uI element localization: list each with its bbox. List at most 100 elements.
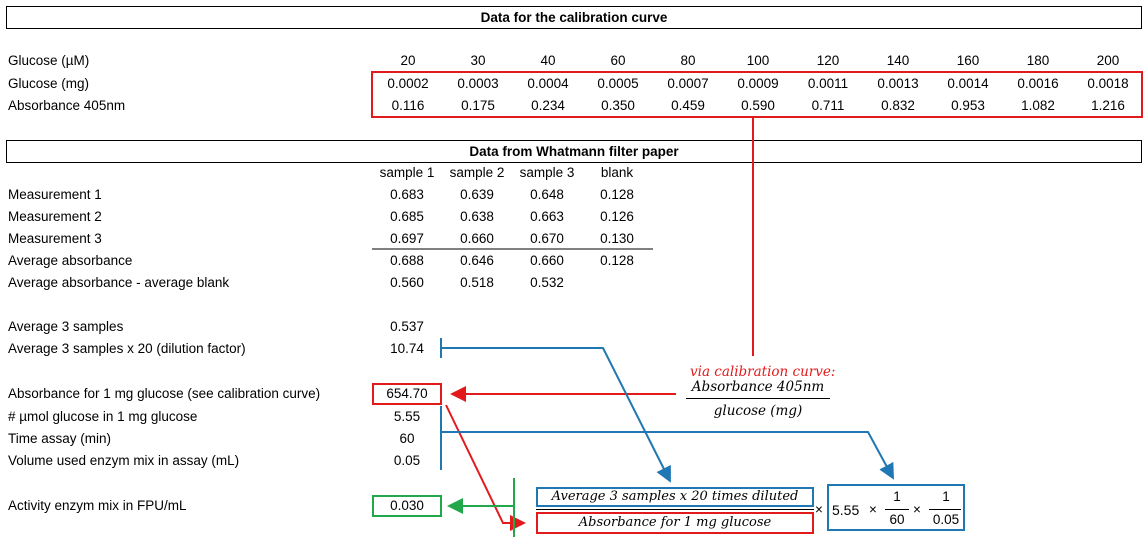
table-cell: 0.660 [530, 253, 564, 268]
absorbance-value: 1.216 [1091, 98, 1125, 113]
absorbance-value: 0.350 [601, 98, 635, 113]
time-label: Time assay (min) [8, 431, 112, 446]
glucose-mg-value: 0.0009 [737, 76, 779, 91]
calibration-note-via: via calibration curve: [690, 364, 836, 380]
times-sign: × [815, 502, 823, 517]
glucose-um-value: 20 [400, 53, 416, 68]
table-cell: 0.685 [390, 209, 424, 224]
table-cell: 0.128 [600, 187, 634, 202]
table-cell: 0.648 [530, 187, 564, 202]
calibration-note-numerator: Absorbance 405nm [691, 379, 825, 395]
table-cell: 0.638 [460, 209, 494, 224]
table-cell: 0.663 [530, 209, 564, 224]
glucose-mg-value: 0.0013 [877, 76, 919, 91]
column-header-sample-3: sample 3 [519, 165, 575, 180]
glucose-mg-value: 0.0007 [667, 76, 709, 91]
table-cell: 0.683 [390, 187, 424, 202]
glucose-um-value: 40 [540, 53, 556, 68]
row-label: Average absorbance [8, 253, 133, 268]
umol-label: # µmol glucose in 1 mg glucose [8, 409, 198, 424]
glucose-um-value: 140 [886, 53, 910, 68]
glucose-um-value: 60 [610, 53, 626, 68]
row-label: Measurement 2 [8, 209, 102, 224]
glucose-mg-value: 0.0002 [387, 76, 429, 91]
table-cell: 0.130 [600, 231, 634, 246]
formula-numerator: Average 3 samples x 20 times diluted [536, 487, 814, 507]
calibration-highlight-box [371, 71, 1143, 118]
absorbance-value: 0.711 [811, 98, 845, 113]
absorbance-value: 0.116 [391, 98, 425, 113]
glucose-um-value: 80 [680, 53, 696, 68]
factor-value: 5.55 [832, 502, 860, 518]
glucose-mg-value: 0.0016 [1017, 76, 1059, 91]
activity-value: 0.030 [372, 495, 442, 517]
table-cell: 0.532 [530, 275, 564, 290]
column-header-blank: blank [600, 165, 634, 180]
glucose-um-value: 180 [1026, 53, 1050, 68]
column-header-sample-2: sample 2 [449, 165, 505, 180]
glucose-um-value: 160 [956, 53, 980, 68]
frac1-bar [885, 509, 909, 510]
factor-box [827, 484, 965, 531]
table-cell: 0.518 [460, 275, 494, 290]
table-cell: 0.660 [460, 231, 494, 246]
frac2-denominator: 0.05 [932, 512, 960, 527]
avg3x20-label: Average 3 samples x 20 (dilution factor) [8, 341, 246, 356]
calibration-note-fraction-bar [686, 398, 830, 399]
glucose-um-value: 30 [470, 53, 486, 68]
row-label: Measurement 3 [8, 231, 102, 246]
absorbance-value: 1.082 [1021, 98, 1055, 113]
table-cell: 0.646 [460, 253, 494, 268]
abs1mg-value: 654.70 [372, 383, 442, 405]
table-cell: 0.128 [600, 253, 634, 268]
volume-value: 0.05 [393, 453, 421, 468]
formula-fraction-bar [536, 509, 814, 510]
avg3x20-value: 10.74 [390, 341, 424, 356]
absorbance-value: 0.175 [461, 98, 495, 113]
absorbance-to-formula-arrow [445, 404, 526, 531]
whatmann-title: Data from Whatmann filter paper [6, 140, 1142, 163]
row-label: Average absorbance - average blank [8, 275, 230, 290]
glucose-mg-value: 0.0011 [807, 76, 849, 91]
calibration-title: Data for the calibration curve [6, 6, 1142, 29]
times-sign: × [913, 502, 921, 517]
frac2-numerator: 1 [942, 489, 950, 504]
glucose-mg-label: Glucose (mg) [8, 76, 90, 91]
avg3-value: 0.537 [390, 319, 424, 334]
avg-to-formula-arrow [441, 347, 671, 483]
glucose-um-value: 200 [1096, 53, 1120, 68]
absorbance-value: 0.832 [881, 98, 915, 113]
calibration-note-denominator: glucose (mg) [713, 403, 803, 419]
params-to-formula-arrow [441, 431, 894, 480]
glucose-mg-value: 0.0003 [457, 76, 499, 91]
time-value: 60 [399, 431, 415, 446]
table-cell: 0.688 [390, 253, 424, 268]
table-cell: 0.560 [390, 275, 424, 290]
umol-value: 5.55 [393, 409, 421, 424]
glucose-mg-value: 0.0014 [947, 76, 989, 91]
frac2-bar [929, 509, 961, 510]
table-cell: 0.639 [460, 187, 494, 202]
row-label: Measurement 1 [8, 187, 102, 202]
glucose-um-label: Glucose (µM) [8, 53, 90, 68]
glucose-um-value: 100 [746, 53, 770, 68]
absorbance-value: 0.953 [951, 98, 985, 113]
column-header-sample-1: sample 1 [379, 165, 435, 180]
abs1mg-label: Absorbance for 1 mg glucose (see calibra… [8, 386, 321, 401]
glucose-mg-value: 0.0005 [597, 76, 639, 91]
frac1-numerator: 1 [893, 489, 901, 504]
times-sign: × [869, 502, 877, 517]
avg3-label: Average 3 samples [8, 319, 124, 334]
frac1-denominator: 60 [889, 512, 905, 527]
glucose-mg-value: 0.0018 [1087, 76, 1129, 91]
formula-denominator: Absorbance for 1 mg glucose [536, 512, 814, 534]
absorbance-value: 0.459 [671, 98, 705, 113]
table-cell: 0.670 [530, 231, 564, 246]
table-cell: 0.126 [600, 209, 634, 224]
glucose-mg-value: 0.0004 [527, 76, 569, 91]
table-cell: 0.697 [390, 231, 424, 246]
absorbance-label: Absorbance 405nm [8, 98, 126, 113]
absorbance-value: 0.234 [531, 98, 565, 113]
absorbance-value: 0.590 [741, 98, 775, 113]
